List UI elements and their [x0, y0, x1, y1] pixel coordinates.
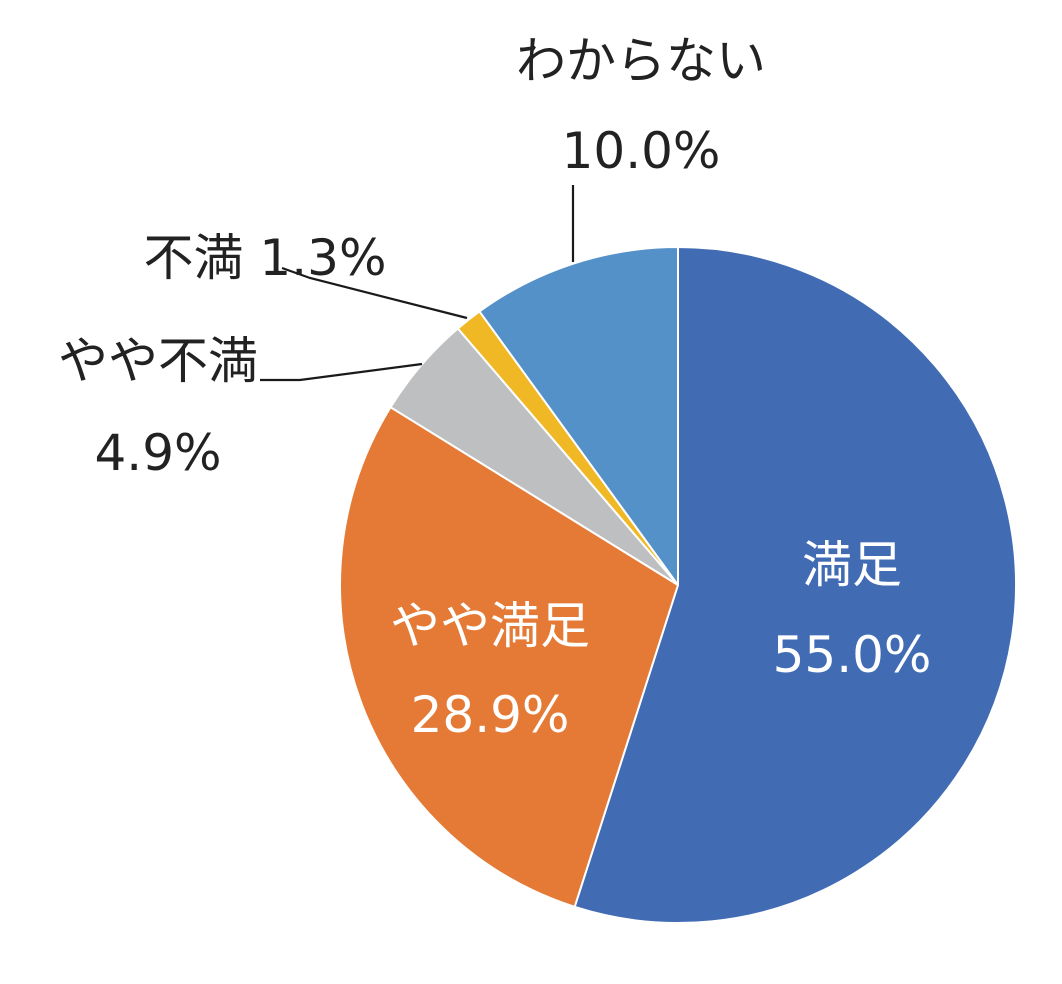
slice-value-5: 10.0%: [562, 122, 721, 180]
leader-line-4: [281, 266, 468, 320]
slice-value-2: 28.9%: [411, 686, 570, 744]
slice-label-4: 不満 1.3%: [144, 229, 387, 287]
pie-slice-2: [339, 406, 679, 908]
slice-label-5: わからない: [516, 32, 766, 90]
slices-layer: [339, 246, 1017, 924]
leader-lines-layer: [260, 185, 575, 382]
slice-value-1: 55.0%: [773, 626, 932, 684]
slice-label-2: やや満足: [390, 597, 590, 655]
slice-value-3: 4.9%: [94, 424, 221, 482]
pie-slice-5: [478, 246, 679, 586]
labels-layer: 満足 55.0% やや満足 28.9% やや不満 4.9% 不満 1.3% わからない 10.0…: [58, 32, 931, 744]
slice-label-1: 満足: [802, 536, 902, 594]
slice-label-3: やや不満: [58, 332, 258, 390]
leader-line-3: [260, 362, 423, 382]
pie-slice-1: [573, 246, 1017, 924]
